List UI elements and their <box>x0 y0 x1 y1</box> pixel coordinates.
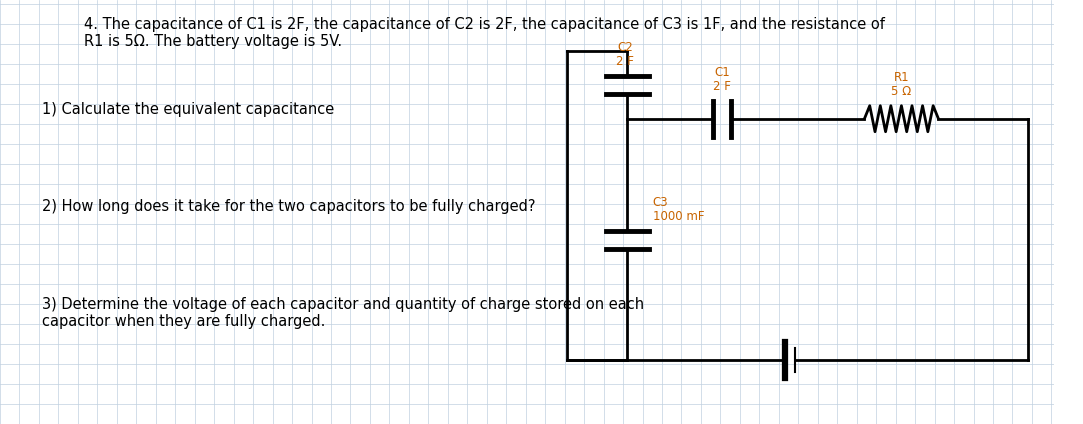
Text: 1000 mF: 1000 mF <box>653 209 704 223</box>
Text: C3: C3 <box>653 195 668 209</box>
Text: C2: C2 <box>617 41 634 54</box>
Text: 5 Ω: 5 Ω <box>891 85 912 98</box>
Text: 2 F: 2 F <box>616 55 635 68</box>
Text: 2) How long does it take for the two capacitors to be fully charged?: 2) How long does it take for the two cap… <box>42 199 536 214</box>
Text: 3) Determine the voltage of each capacitor and quantity of charge stored on each: 3) Determine the voltage of each capacit… <box>42 297 644 329</box>
Text: 2 F: 2 F <box>714 80 731 93</box>
Text: 1) Calculate the equivalent capacitance: 1) Calculate the equivalent capacitance <box>42 102 335 117</box>
Text: 4. The capacitance of C1 is 2F, the capacitance of C2 is 2F, the capacitance of : 4. The capacitance of C1 is 2F, the capa… <box>84 17 885 49</box>
Text: C1: C1 <box>715 66 730 79</box>
Text: R1: R1 <box>893 71 910 84</box>
